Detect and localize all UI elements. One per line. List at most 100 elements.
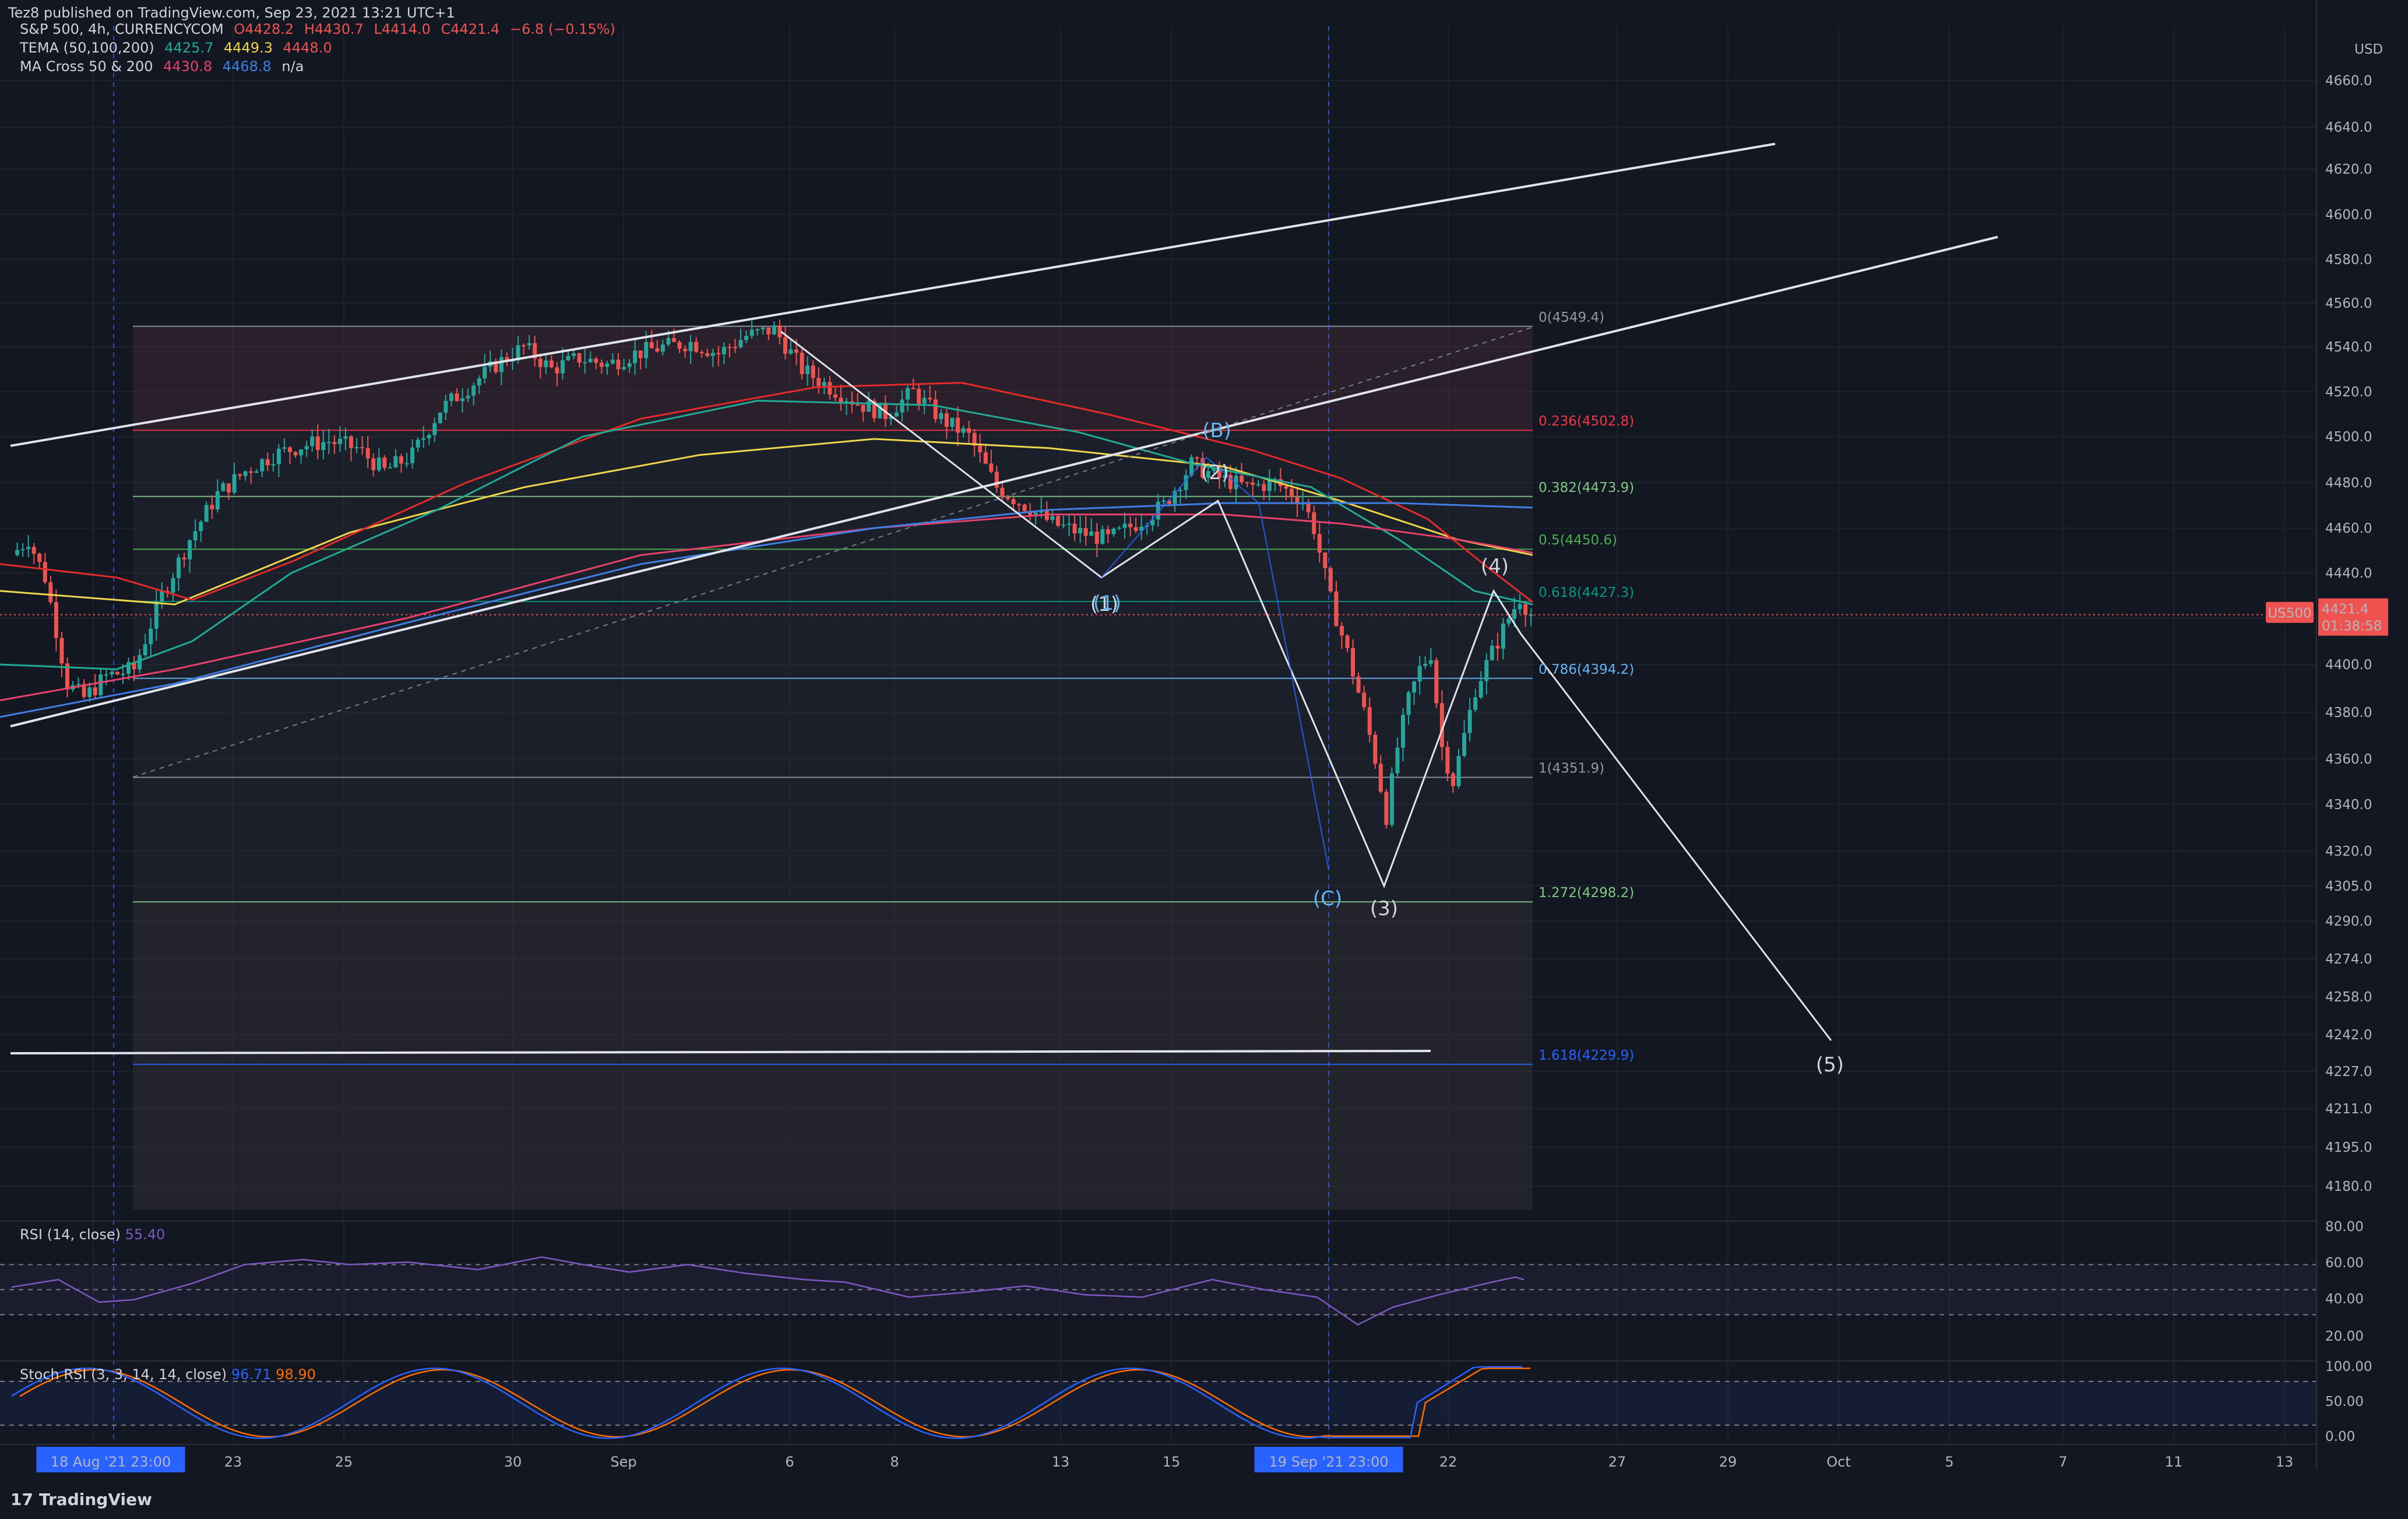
candle-body: [132, 662, 136, 670]
candle-body: [716, 353, 721, 354]
candle-body: [76, 684, 81, 685]
candle-body: [1223, 474, 1227, 478]
candle-body: [171, 578, 175, 593]
candle-body: [1022, 504, 1027, 512]
candle-body: [1212, 467, 1216, 472]
candle-body: [1033, 512, 1038, 516]
fibonacci-labels: 0(4549.4) 0.236(4502.8) 0.382(4473.9) 0.5(4…: [1539, 310, 1634, 1063]
date-tick-label: Oct: [1826, 1454, 1851, 1470]
candle-body: [655, 348, 660, 352]
candle-body: [1362, 692, 1367, 708]
candle-body: [282, 447, 287, 449]
candle-body: [138, 655, 142, 670]
rsi-legend[interactable]: RSI (14, close) 55.40: [20, 1226, 165, 1243]
candle-body: [321, 442, 326, 451]
candle-body: [115, 672, 119, 675]
candle-body: [761, 327, 765, 329]
channel-upper-line: [10, 142, 1776, 447]
candle-body: [788, 349, 793, 354]
candle-body: [110, 672, 114, 675]
price-tick-label: 4340.0: [2325, 797, 2372, 813]
candle-body: [215, 491, 220, 509]
candle-body: [494, 361, 498, 372]
candle-body: [978, 445, 983, 452]
candle-body: [856, 404, 860, 406]
rsi-tick-label: 80.00: [2325, 1219, 2364, 1235]
price-tick-label: 4520.0: [2325, 385, 2372, 400]
candle-body: [1467, 709, 1472, 733]
candle-body: [889, 416, 893, 419]
candle-body: [26, 547, 31, 550]
candle-body: [393, 456, 398, 467]
candle-body: [126, 662, 131, 674]
date-tick-label: 11: [2165, 1454, 2183, 1470]
time-axis[interactable]: 18 Aug '21 23:00 23 25 30 Sep 6 8 13 15 19 Sep '2…: [0, 1444, 2317, 1472]
candle-body: [605, 363, 610, 367]
candle-body: [944, 413, 949, 427]
price-badge: [2318, 598, 2388, 636]
date-tick-label: 25: [335, 1454, 353, 1470]
candle-body: [1351, 648, 1356, 677]
candle-body: [616, 359, 621, 370]
candle-body: [304, 446, 309, 449]
candle-body: [204, 505, 209, 522]
date-tick-label: 13: [1052, 1454, 1070, 1470]
stoch-d-value: 98.90: [276, 1366, 316, 1383]
candle-body: [1201, 458, 1205, 478]
candle-body: [1339, 626, 1344, 636]
candle-body: [1529, 614, 1533, 616]
candle-body: [182, 557, 186, 560]
ma-value-3: n/a: [281, 58, 304, 75]
candle-body: [154, 601, 159, 629]
candle-body: [627, 363, 632, 367]
wave-label: (4): [1481, 555, 1509, 578]
candle-body: [533, 343, 537, 359]
candle-body: [87, 687, 92, 697]
candle-body: [867, 400, 871, 412]
candle-body: [1451, 773, 1455, 786]
candle-body: [638, 350, 643, 358]
stoch-tick-label: 50.00: [2325, 1394, 2364, 1409]
stoch-d-line: [19, 1367, 1530, 1438]
candle-body: [816, 378, 821, 386]
symbol-title[interactable]: S&P 500, 4h, CURRENCYCOM: [20, 21, 224, 37]
candle-body: [710, 353, 715, 356]
candle-body: [1378, 764, 1383, 792]
ma-legend[interactable]: MA Cross 50 & 200 4430.8 4468.8 n/a: [20, 58, 309, 75]
elliott-wave-labels: (1)(2)(3)(4)(5)(1)(B)(C): [1090, 419, 1844, 1077]
rsi-label: RSI (14, close): [20, 1226, 121, 1243]
tema-legend[interactable]: TEMA (50,100,200) 4425.7 4449.3 4448.0: [20, 40, 338, 56]
ma-value-1: 4430.8: [163, 58, 213, 75]
corrective-wave-path: [1101, 456, 1329, 870]
candle-body: [694, 342, 699, 352]
candle-body: [560, 360, 565, 374]
candle-body: [1122, 523, 1127, 528]
stoch-legend[interactable]: Stoch RSI (3, 3, 14, 14, close) 96.71 98…: [20, 1366, 316, 1383]
stoch-tick-label: 0.00: [2325, 1429, 2355, 1444]
price-axis[interactable]: 4660.0 4640.0 4620.0 4600.0 4580.0 4560.0 4540…: [2316, 0, 2383, 1469]
candle-body: [783, 337, 787, 354]
candle-body: [906, 388, 910, 400]
candlestick-series: [0, 319, 2317, 829]
candle-body: [599, 363, 604, 367]
candle-body: [349, 436, 354, 448]
candle-body: [1111, 528, 1116, 535]
wave-label: (C): [1313, 887, 1342, 910]
date-highlight-box: [36, 1447, 185, 1472]
candle-body: [1323, 552, 1328, 568]
wave-label: (2): [1201, 461, 1229, 484]
candle-body: [1228, 474, 1233, 489]
fib-level-label: 1.618(4229.9): [1539, 1048, 1634, 1063]
candle-body: [265, 459, 270, 466]
candle-body: [65, 663, 69, 690]
tradingview-logo[interactable]: 17 TradingView: [10, 1490, 152, 1509]
fib-level-label: 0(4549.4): [1539, 310, 1604, 325]
candle-body: [1373, 734, 1378, 764]
trend-drawings: [10, 142, 1998, 1054]
candle-body: [933, 399, 938, 419]
candle-body: [749, 329, 754, 336]
stoch-band: [0, 1381, 2317, 1425]
candle-body: [471, 385, 476, 396]
date-tick-label: 15: [1163, 1454, 1181, 1470]
